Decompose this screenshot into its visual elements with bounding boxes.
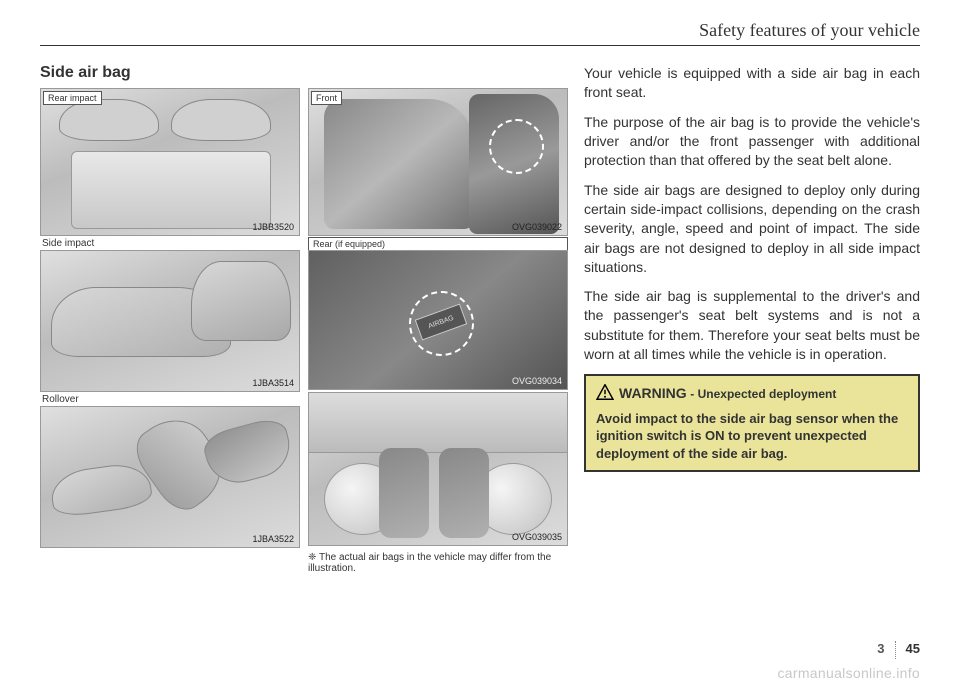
warning-heading-sub: - Unexpected deployment bbox=[690, 387, 836, 401]
image-label-plain: Rollover bbox=[40, 392, 300, 406]
warning-heading-main: WARNING bbox=[619, 385, 687, 401]
image-code: OVG039034 bbox=[512, 376, 562, 386]
image-code: OVG039035 bbox=[512, 532, 562, 542]
section-title: Side air bag bbox=[40, 64, 300, 82]
chapter-number: 3 bbox=[877, 641, 884, 659]
paragraph: Your vehicle is equipped with a side air… bbox=[584, 64, 920, 103]
page-number: 3 45 bbox=[877, 641, 920, 659]
image-rear-impact: Rear impact 1JBB3520 bbox=[40, 88, 300, 236]
header-rule bbox=[40, 45, 920, 46]
page-number-value: 45 bbox=[906, 641, 920, 659]
image-label: Rear impact bbox=[43, 91, 102, 105]
warning-title-row: WARNING - Unexpected deployment bbox=[596, 384, 908, 403]
image-code: 1JBA3522 bbox=[252, 534, 294, 544]
paragraph: The side air bag is supplemental to the … bbox=[584, 287, 920, 364]
image-side-impact: 1JBA3514 bbox=[40, 250, 300, 392]
page-divider bbox=[895, 641, 896, 659]
image-code: OVG039022 bbox=[512, 222, 562, 232]
footnote: ❈ The actual air bags in the vehicle may… bbox=[308, 552, 568, 574]
warning-icon bbox=[596, 384, 614, 400]
paragraph: The side air bags are designed to deploy… bbox=[584, 181, 920, 278]
watermark: carmanualsonline.info bbox=[778, 665, 921, 681]
image-rear-equipped: AIRBAG OVG039034 bbox=[308, 250, 568, 390]
warning-box: WARNING - Unexpected deployment Avoid im… bbox=[584, 374, 920, 472]
image-front: Front OVG039022 bbox=[308, 88, 568, 236]
left-column: Side air bag Rear impact 1JBB3520 Side i… bbox=[40, 64, 300, 574]
paragraph: The purpose of the air bag is to provide… bbox=[584, 113, 920, 171]
image-rollover: 1JBA3522 bbox=[40, 406, 300, 548]
image-label: Rear (if equipped) bbox=[308, 237, 568, 251]
right-column: Your vehicle is equipped with a side air… bbox=[576, 64, 920, 574]
image-label-plain: Side impact bbox=[40, 236, 300, 250]
image-curtain: OVG039035 bbox=[308, 392, 568, 546]
image-code: 1JBB3520 bbox=[252, 222, 294, 232]
image-label: Front bbox=[311, 91, 342, 105]
header-title: Safety features of your vehicle bbox=[40, 20, 920, 41]
middle-column: Front OVG039022 Rear (if equipped) AIRBA… bbox=[308, 64, 568, 574]
image-code: 1JBA3514 bbox=[252, 378, 294, 388]
content-row: Side air bag Rear impact 1JBB3520 Side i… bbox=[40, 64, 920, 574]
warning-body: Avoid impact to the side air bag sensor … bbox=[596, 410, 908, 463]
